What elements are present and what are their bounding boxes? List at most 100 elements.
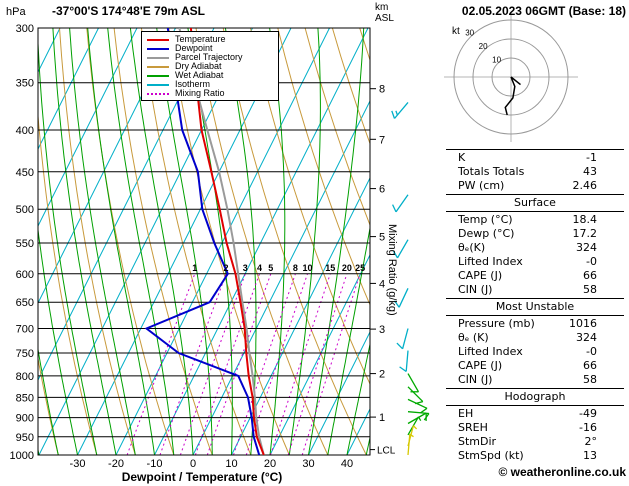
km-tick-label: 4: [379, 278, 385, 290]
wind-barb-feather: [391, 110, 396, 119]
legend-item: Isotherm: [147, 80, 274, 89]
hodograph-ring-label: 30: [465, 29, 474, 38]
wet-adiabat-line: [38, 346, 59, 455]
mixing-ratio-line: [159, 273, 227, 455]
index-value: -1: [586, 151, 597, 164]
isotherm-line: [269, 253, 370, 455]
mixing-ratio-value-label: 20: [342, 263, 352, 273]
index-row: Pressure (mb) 1016: [446, 317, 624, 331]
wind-barb-shaft: [407, 434, 411, 456]
legend-line-sample: [147, 74, 169, 77]
wind-barb-shaft: [396, 239, 409, 259]
hodograph-trace-stub: [510, 76, 521, 86]
wind-barbs-layer: [391, 101, 430, 456]
wind-barb-feather: [392, 250, 399, 259]
index-value: 18.4: [572, 213, 598, 226]
wind-barb-shaft: [395, 194, 409, 213]
index-row: StmSpd (kt) 13: [446, 449, 624, 463]
legend-item-label: Mixing Ratio: [175, 88, 225, 98]
index-label: CAPE (J): [458, 359, 503, 372]
wet-adiabat-line: [346, 341, 370, 455]
hodograph-ring-label: 10: [492, 56, 501, 65]
legend-item-label: Temperature: [175, 34, 226, 44]
index-row: CIN (J) 58: [446, 373, 624, 387]
wind-barb-shaft: [401, 328, 409, 349]
index-row: θₑ(K) 324: [446, 241, 624, 255]
index-value: 66: [583, 269, 597, 282]
isotherm-line: [154, 28, 369, 455]
isotherm-line: [192, 99, 370, 455]
legend-item: Wet Adiabat: [147, 71, 274, 80]
index-value: 324: [576, 241, 597, 254]
pressure-tick-label: 950: [16, 432, 34, 444]
pressure-tick-label: 850: [16, 392, 34, 404]
mixing-ratio-value-label: 5: [268, 263, 273, 273]
asl-unit-label: ASL: [375, 13, 394, 24]
index-row: θₑ (K) 324: [446, 331, 624, 345]
index-label: StmDir: [458, 435, 497, 448]
index-value: 17.2: [572, 227, 598, 240]
temperature-curve: [189, 28, 265, 455]
pressure-tick-label: 700: [16, 324, 34, 336]
x-axis-title: Dewpoint / Temperature (°C): [121, 470, 283, 484]
panel-divider: [446, 194, 624, 195]
index-value: -16: [579, 421, 597, 434]
temperature-tick-label: 0: [190, 458, 196, 470]
mixing-ratio-line: [126, 273, 196, 455]
legend-item: Dry Adiabat: [147, 62, 274, 71]
panel-divider: [446, 315, 624, 316]
wind-barb-feather: [394, 300, 400, 308]
hodograph-trace: [504, 76, 516, 116]
index-label: θₑ(K): [458, 241, 486, 254]
index-label: Pressure (mb): [458, 317, 535, 330]
index-value: 2.46: [572, 179, 598, 192]
wind-barb-shaft: [407, 373, 420, 393]
panel-divider: [446, 388, 624, 389]
mixing-ratio-line: [287, 273, 348, 455]
mixing-ratio-value-label: 2: [223, 263, 228, 273]
mixing-ratio-axis-title: Mixing Ratio (g/kg): [386, 224, 398, 316]
legend-item-label: Dewpoint: [175, 43, 213, 53]
dry-adiabat-line: [304, 28, 370, 227]
legend-item-label: Dry Adiabat: [175, 61, 222, 71]
wind-barb-shaft: [407, 386, 424, 403]
index-row: CAPE (J) 66: [446, 269, 624, 283]
index-row: SREH -16: [446, 421, 624, 435]
wind-barb-shaft: [407, 398, 428, 409]
index-row: EH -49: [446, 407, 624, 421]
index-value: 58: [583, 283, 597, 296]
km-tick-label: 2: [379, 369, 385, 381]
km-unit-label: km: [375, 2, 389, 13]
index-row: CIN (J) 58: [446, 283, 624, 297]
index-value: -49: [579, 407, 597, 420]
index-row: PW (cm) 2.46: [446, 179, 624, 193]
mixing-ratio-value-label: 1: [192, 263, 197, 273]
panel-section-title: Most Unstable: [495, 300, 575, 313]
hodograph-unit-label: kt: [452, 26, 460, 37]
lcl-label: LCL: [377, 446, 396, 457]
axis-labels-layer: 3003504004505005506006507007508008509009…: [10, 23, 396, 470]
panel-divider: [446, 298, 624, 299]
isotherm-line: [231, 176, 370, 455]
hodograph-ring: [472, 38, 550, 116]
mixing-ratio-value-label: 15: [325, 263, 335, 273]
mixing-ratio-line: [179, 273, 246, 455]
index-label: PW (cm): [458, 179, 505, 192]
km-tick-label: 8: [379, 84, 385, 96]
plot-border: [37, 27, 371, 456]
temperature-tick-label: 30: [302, 458, 314, 470]
pressure-tick-label: 300: [16, 23, 34, 35]
mixing-ratio-value-label: 8: [293, 263, 298, 273]
legend-line-sample: [147, 38, 169, 41]
index-row: Temp (°C) 18.4: [446, 213, 624, 227]
wind-barb-shaft: [398, 288, 409, 308]
legend-item: Temperature: [147, 35, 274, 44]
panel-section-title: Hodograph: [504, 390, 566, 403]
index-label: Totals Totals: [458, 165, 525, 178]
chart-legend: Temperature Dewpoint Parcel Trajectory Dry …: [141, 31, 279, 101]
index-label: Lifted Index: [458, 345, 523, 358]
index-label: CIN (J): [458, 373, 493, 386]
mixing-ratio-layer: [126, 273, 361, 455]
pressure-tick-label: 1000: [10, 450, 34, 462]
